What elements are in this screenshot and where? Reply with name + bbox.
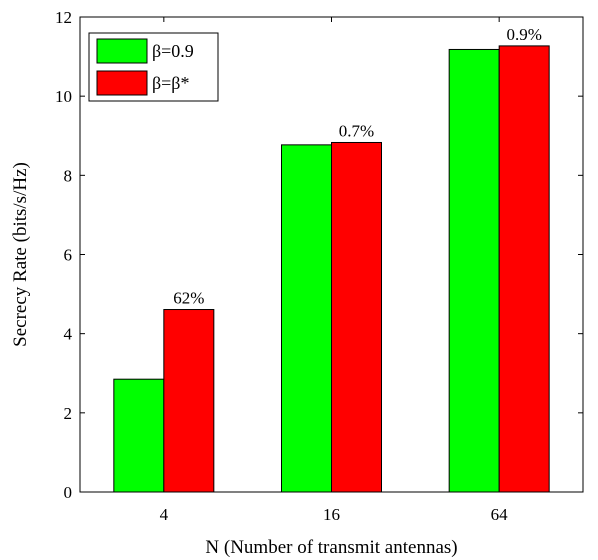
bar-beta-0-9-64 xyxy=(448,48,500,493)
bar-beta-star-4 xyxy=(163,309,215,493)
y-tick-label: 8 xyxy=(64,166,73,185)
legend-label: β=β* xyxy=(152,73,189,93)
bars xyxy=(113,45,550,493)
bar-beta-0-9-16 xyxy=(281,144,332,493)
y-tick-label: 12 xyxy=(55,8,72,27)
x-tick-label: 4 xyxy=(160,505,169,524)
legend-label: β=0.9 xyxy=(152,41,194,61)
data-label: 0.9% xyxy=(506,25,541,44)
legend-swatch xyxy=(96,38,148,64)
data-label: 62% xyxy=(173,289,204,308)
legend-swatch xyxy=(96,70,148,96)
data-labels: 62% 0.7% 0.9% xyxy=(173,25,542,308)
y-tick-label: 2 xyxy=(64,404,73,423)
y-axis: 0 2 4 6 8 10 12 xyxy=(55,8,583,502)
data-label: 0.7% xyxy=(339,121,374,140)
y-tick-label: 6 xyxy=(64,246,73,265)
y-tick-label: 10 xyxy=(55,87,72,106)
bar-beta-star-16 xyxy=(331,141,382,493)
x-tick-label: 16 xyxy=(323,505,340,524)
bar-beta-star-64 xyxy=(498,45,550,493)
y-axis-title: Secrecy Rate (bits/s/Hz) xyxy=(10,162,31,347)
legend: β=0.9 β=β* xyxy=(88,32,219,102)
bar-beta-0-9-4 xyxy=(113,378,165,493)
y-tick-label: 4 xyxy=(64,325,73,344)
y-tick-label: 0 xyxy=(64,483,73,502)
x-tick-label: 64 xyxy=(491,505,509,524)
x-axis-title: N (Number of transmit antennas) xyxy=(205,537,457,558)
